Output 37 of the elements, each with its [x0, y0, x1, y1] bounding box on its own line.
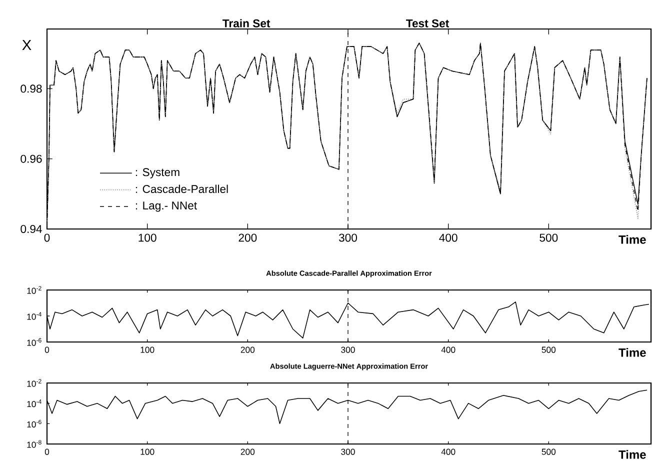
y-tick-label: 10$^{-2}$ [27, 379, 42, 387]
x-tick-label: 300 [341, 346, 355, 353]
x-tick-label: 300 [338, 234, 358, 242]
y-tick-label: 0.96 [20, 154, 42, 163]
x-tick-label: 500 [542, 346, 556, 353]
y-tick-label: 10$^{-6}$ [27, 338, 42, 346]
x-tick-label: 400 [441, 346, 456, 353]
x-tick-label: 100 [140, 448, 154, 455]
x-axis-title: Time [618, 348, 646, 357]
x-tick-label: 0 [44, 346, 50, 353]
x-tick-label: 400 [439, 234, 458, 242]
x-axis-title: Time [618, 450, 646, 459]
text: Train Set [222, 18, 270, 28]
legend-label: : Lag.- NNet [136, 201, 197, 212]
x-tick-label: 100 [138, 234, 156, 242]
y-axis-title: X [22, 40, 32, 50]
x-tick-label: 0 [44, 234, 50, 242]
y-tick-label: 10$^{-8}$ [27, 440, 42, 448]
x-tick-label: 500 [540, 234, 558, 242]
y-tick-label: 10$^{-6}$ [27, 420, 42, 428]
x-tick-label: 100 [140, 346, 154, 353]
y-tick-label: 0.94 [20, 224, 42, 233]
y-tick-label: 10$^{-4}$ [27, 312, 42, 320]
y-tick-label: 10$^{-2}$ [27, 286, 42, 294]
legend-label: : Cascade-Parallel [136, 184, 228, 193]
x-tick-label: 400 [441, 448, 456, 455]
text: Test Set [406, 19, 450, 28]
x-tick-label: 200 [238, 234, 257, 242]
y-tick-label: 10$^{-4}$ [27, 399, 42, 407]
x-tick-label: 200 [240, 448, 255, 455]
legend-label: : System [136, 168, 180, 178]
x-tick-label: 300 [341, 448, 355, 455]
x-axis-title: Time [618, 234, 646, 244]
x-tick-label: 0 [44, 448, 50, 455]
x-tick-label: 500 [542, 448, 556, 455]
x-tick-label: 200 [240, 346, 255, 353]
y-tick-label: 0.98 [20, 84, 42, 93]
